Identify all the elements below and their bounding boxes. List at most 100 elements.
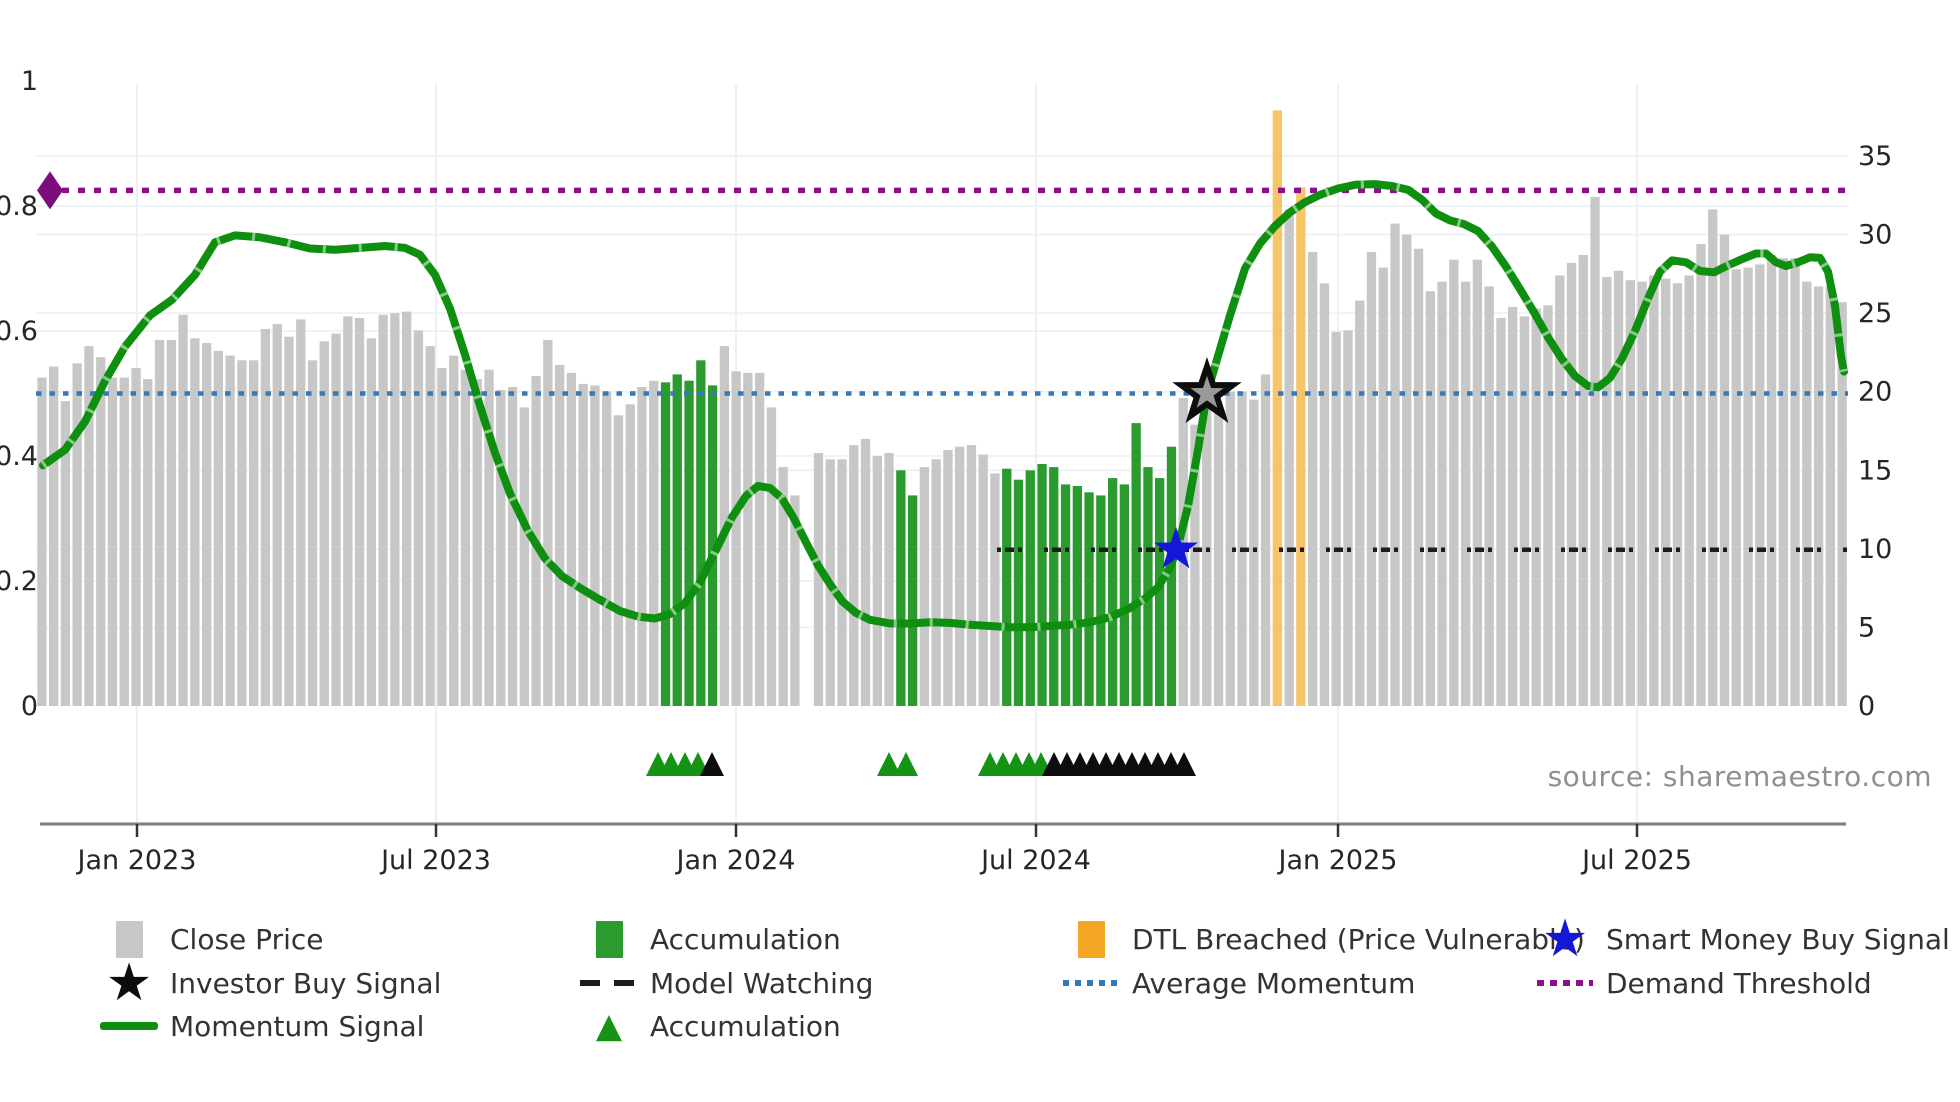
price-bar [1049,467,1059,706]
price-bar [1684,275,1694,706]
axes: Jan 2023 Jul 2023 Jan 2024 Jul 2024 Jan 2025… [0,66,1892,876]
price-bar [249,360,259,706]
price-bar [578,383,588,706]
legend-label: Momentum Signal [170,1009,425,1043]
legend-item-investor-buy-signal: ★ Investor Buy Signal [96,953,442,1013]
x-tick-label: Jul 2023 [379,845,491,876]
signal-markers [37,171,1242,569]
legend-item-model-watching: Model Watching [576,962,873,1004]
legend-label: Average Momentum [1132,966,1416,1000]
price-bar [1708,209,1718,706]
black-star-icon: ★ [105,953,153,1013]
price-bar [1625,280,1635,706]
price-bars [37,110,1847,706]
price-bar [49,366,59,706]
price-bar [896,470,906,706]
left-axis-tick-label: 0.6 [0,316,38,347]
right-axis-tick-label: 5 [1858,612,1875,643]
right-axis-tick-label: 35 [1858,141,1892,172]
price-bar [131,368,141,706]
price-bar [1084,492,1094,706]
price-bar [260,328,271,706]
triangle-marker [877,752,901,776]
price-bar [1802,281,1812,706]
x-tick-label: Jul 2024 [979,845,1091,876]
purple-dots-icon [1532,980,1598,986]
price-bar [1449,259,1459,706]
price-bar [731,371,741,706]
price-bar [449,355,459,706]
orange-bar-swatch-icon [1058,920,1124,958]
price-bar [237,360,247,706]
price-bar [1602,277,1612,706]
price-bar [72,363,82,706]
legend-label: Accumulation [650,1009,841,1043]
price-bar [284,336,294,706]
price-bar [978,454,988,706]
legend-item-accumulation-bar: Accumulation [576,918,841,960]
price-bar [1249,399,1259,706]
legend-item-close-price: Close Price [96,918,323,960]
legend-label: Smart Money Buy Signal [1606,922,1950,956]
price-bar [696,360,706,706]
price-bar [37,377,47,706]
price-bar [1060,484,1071,706]
price-bar [1825,286,1835,706]
price-bar [1366,251,1377,706]
x-tick-label: Jul 2025 [1580,845,1692,876]
source-credit: source: sharemaestro.com [1547,760,1932,793]
x-tick-label: Jan 2025 [1277,845,1398,876]
right-axis-tick-label: 15 [1858,455,1892,486]
legend-label: Investor Buy Signal [170,966,442,1000]
price-bar [1743,267,1753,706]
price-bar [813,453,824,706]
price-bar [1096,495,1106,706]
price-bar [60,401,71,706]
price-bar [119,377,129,706]
price-bar [1696,244,1706,706]
price-bar [943,449,953,706]
price-bar [213,350,223,706]
price-bar [707,385,718,706]
triangle-marker [1172,752,1196,776]
blue-dots-icon [1058,980,1124,986]
price-bar [602,391,612,706]
green-triangle-icon: ▲ [595,1006,623,1046]
smart-money-buy-signal-star-icon [1154,526,1198,569]
price-bar [190,338,200,706]
price-bar [1613,270,1624,706]
price-bar [178,314,188,706]
price-bar [637,387,647,706]
price-bar [543,339,553,706]
price-bar [1661,278,1671,706]
price-bar [1272,110,1282,706]
price-bar [649,380,659,706]
price-bar [672,374,682,706]
price-bar [1778,258,1788,706]
price-bar [107,377,118,706]
price-bar [484,369,494,706]
threshold-lines [36,187,1848,552]
price-bar [613,415,624,706]
price-bar [1531,308,1541,706]
price-bar [684,380,694,706]
price-bar [1590,196,1600,706]
accumulation-triangle-markers [646,752,1196,776]
price-bar [1672,283,1683,706]
price-bar [1213,410,1224,706]
price-bar [1025,470,1035,706]
price-bar [1131,423,1141,706]
triangle-marker [894,752,918,776]
price-bar [1308,251,1318,706]
green-bar-swatch-icon [576,920,642,958]
legend-item-smart-money-buy-signal: ★ Smart Money Buy Signal [1532,913,1950,965]
price-bar [154,339,165,706]
price-bar [1119,484,1129,706]
price-bar [590,385,600,706]
price-bar [1190,424,1200,706]
price-bar [1108,478,1118,706]
price-bar [319,341,329,706]
right-axis-tick-label: 25 [1858,298,1892,329]
legend-label: Close Price [170,922,324,956]
triangle-marker [700,752,724,776]
